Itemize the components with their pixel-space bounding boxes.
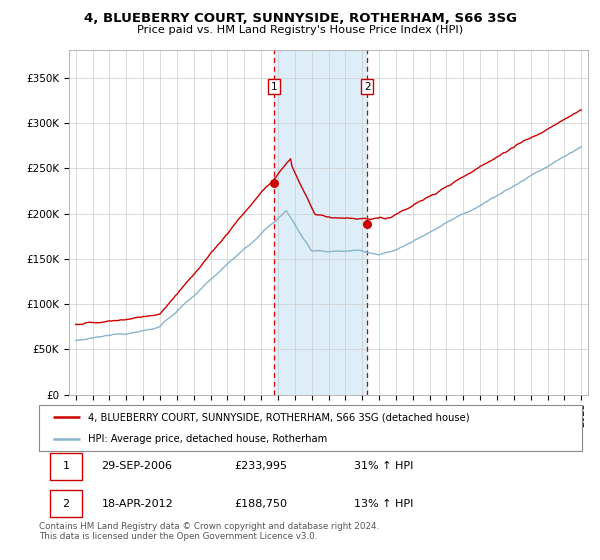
Text: Contains HM Land Registry data © Crown copyright and database right 2024.: Contains HM Land Registry data © Crown c… [39, 522, 379, 531]
Text: 29-SEP-2006: 29-SEP-2006 [101, 461, 172, 472]
Bar [50, 453, 82, 480]
Text: 2: 2 [364, 82, 370, 92]
Text: 1: 1 [271, 82, 277, 92]
Text: 18-APR-2012: 18-APR-2012 [101, 499, 173, 509]
Text: 31% ↑ HPI: 31% ↑ HPI [354, 461, 413, 472]
Bar [274, 50, 367, 395]
Text: 4, BLUEBERRY COURT, SUNNYSIDE, ROTHERHAM, S66 3SG (detached house): 4, BLUEBERRY COURT, SUNNYSIDE, ROTHERHAM… [88, 412, 469, 422]
Text: 2: 2 [62, 499, 70, 509]
Bar [50, 491, 82, 517]
Text: 4, BLUEBERRY COURT, SUNNYSIDE, ROTHERHAM, S66 3SG: 4, BLUEBERRY COURT, SUNNYSIDE, ROTHERHAM… [83, 12, 517, 25]
Text: 1: 1 [62, 461, 70, 472]
Text: Price paid vs. HM Land Registry's House Price Index (HPI): Price paid vs. HM Land Registry's House … [137, 25, 463, 35]
Text: HPI: Average price, detached house, Rotherham: HPI: Average price, detached house, Roth… [88, 435, 327, 444]
Text: 13% ↑ HPI: 13% ↑ HPI [354, 499, 413, 509]
Text: £188,750: £188,750 [235, 499, 287, 509]
Text: This data is licensed under the Open Government Licence v3.0.: This data is licensed under the Open Gov… [39, 532, 317, 541]
Text: £233,995: £233,995 [235, 461, 287, 472]
